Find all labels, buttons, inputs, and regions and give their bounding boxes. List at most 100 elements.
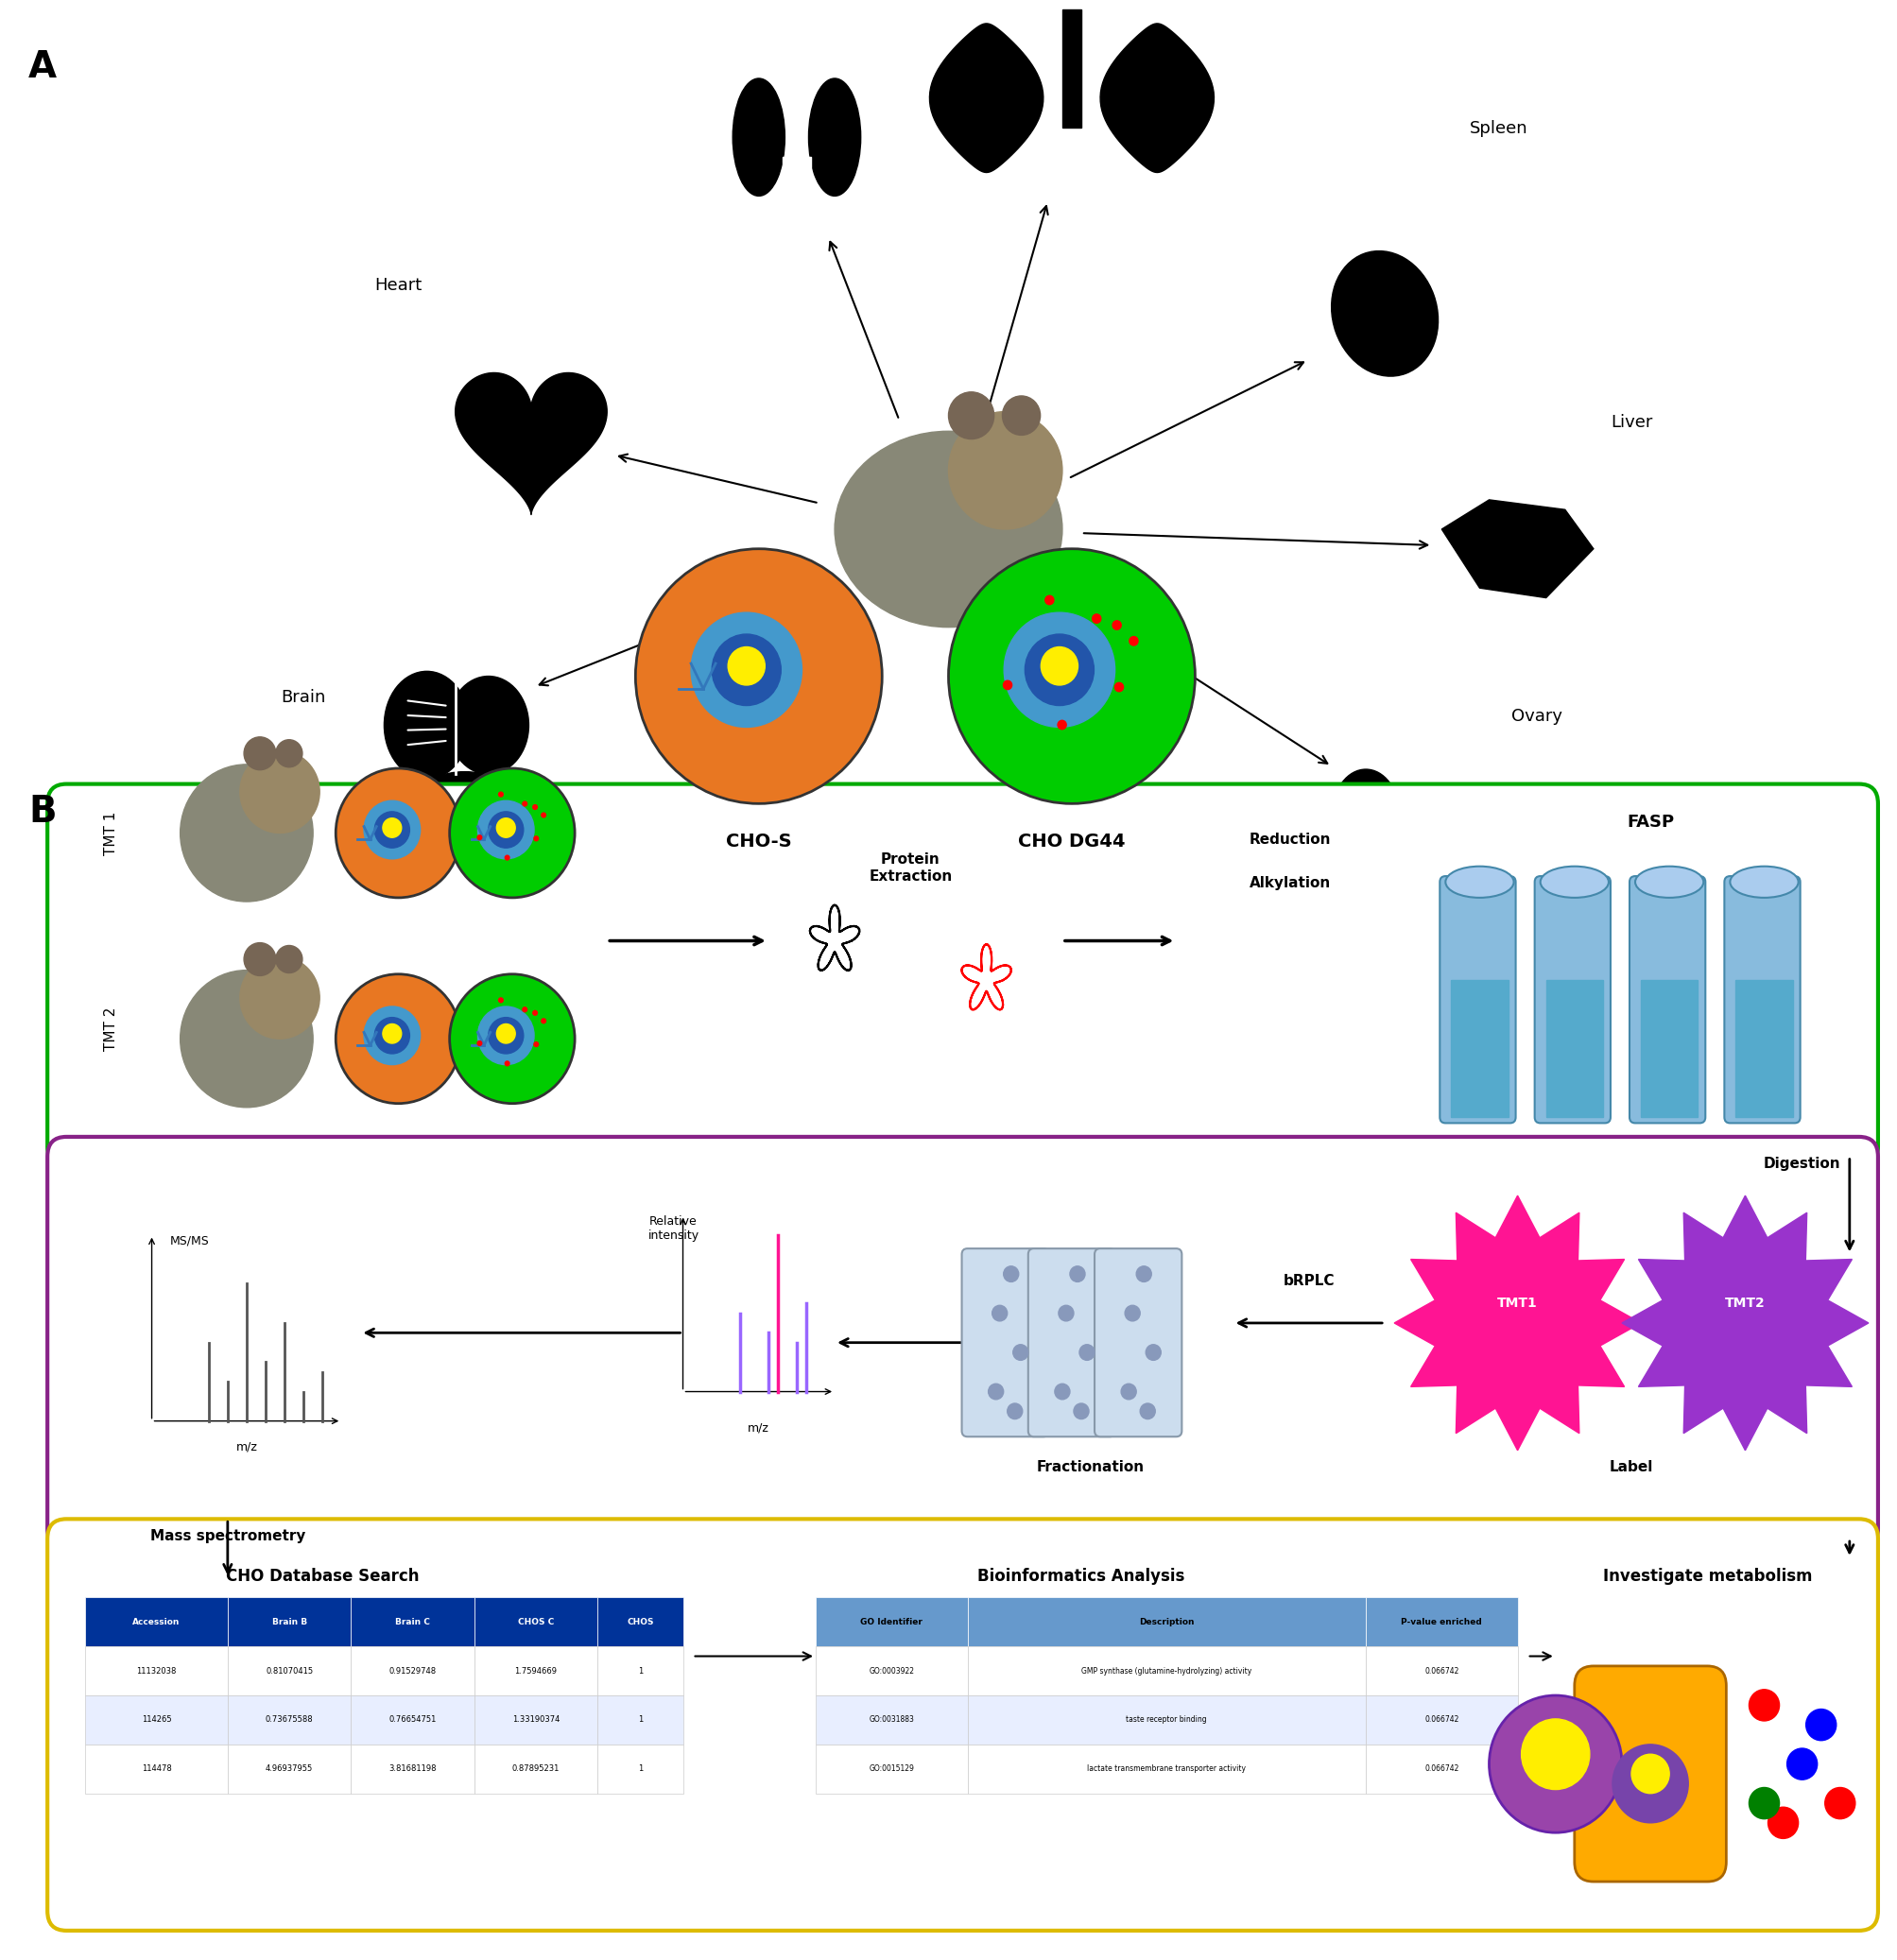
Text: 0.87895231: 0.87895231	[512, 1764, 560, 1774]
Bar	[474, 1646, 598, 1695]
Ellipse shape	[180, 764, 313, 902]
Text: Fractionation: Fractionation	[1038, 1460, 1144, 1474]
Bar	[228, 1695, 351, 1744]
Circle shape	[383, 1023, 402, 1043]
Text: GO:0015129: GO:0015129	[869, 1764, 914, 1774]
Ellipse shape	[732, 78, 785, 196]
Bar	[474, 1695, 598, 1744]
Circle shape	[1055, 1384, 1070, 1399]
Circle shape	[450, 974, 575, 1103]
Circle shape	[1045, 596, 1055, 604]
Text: CHO Database Search: CHO Database Search	[226, 1568, 419, 1586]
Text: Bioinformatics Analysis: Bioinformatics Analysis	[977, 1568, 1186, 1586]
Circle shape	[374, 811, 410, 849]
Circle shape	[245, 737, 275, 770]
Circle shape	[364, 1007, 421, 1064]
Circle shape	[1768, 1807, 1798, 1838]
Text: 1.33190374: 1.33190374	[512, 1715, 560, 1725]
Text: Brain C: Brain C	[395, 1617, 431, 1627]
Text: Brain: Brain	[281, 688, 326, 706]
Bar	[228, 1597, 351, 1646]
Text: GMP synthase (glutamine-hydrolyzing) activity: GMP synthase (glutamine-hydrolyzing) act…	[1081, 1666, 1252, 1676]
Text: TMT 1: TMT 1	[104, 811, 118, 855]
FancyBboxPatch shape	[1724, 876, 1800, 1123]
Polygon shape	[1394, 1196, 1641, 1450]
Circle shape	[478, 800, 535, 858]
Ellipse shape	[1635, 866, 1704, 898]
Circle shape	[522, 1007, 527, 1011]
Circle shape	[1806, 1709, 1836, 1740]
Bar	[474, 1597, 598, 1646]
Text: 11132038: 11132038	[137, 1666, 176, 1676]
Ellipse shape	[1730, 866, 1798, 898]
Text: Protein
Extraction: Protein Extraction	[869, 853, 952, 884]
Text: lactate transmembrane transporter activity: lactate transmembrane transporter activi…	[1087, 1764, 1246, 1774]
Circle shape	[1004, 680, 1011, 690]
Circle shape	[533, 806, 537, 809]
Circle shape	[505, 1060, 510, 1066]
Text: 0.76654751: 0.76654751	[389, 1715, 436, 1725]
FancyBboxPatch shape	[962, 1249, 1049, 1437]
Text: 4.96937955: 4.96937955	[266, 1764, 313, 1774]
Circle shape	[728, 647, 764, 686]
Bar	[967, 1695, 1366, 1744]
Circle shape	[948, 412, 1062, 529]
Circle shape	[1631, 1754, 1669, 1793]
Circle shape	[1129, 637, 1138, 645]
Circle shape	[711, 635, 782, 706]
Text: Digestion: Digestion	[1762, 1156, 1840, 1170]
Text: Relative
intensity: Relative intensity	[649, 1215, 698, 1243]
Ellipse shape	[383, 670, 469, 778]
Circle shape	[1749, 1690, 1779, 1721]
Bar	[598, 1695, 683, 1744]
FancyBboxPatch shape	[1095, 1249, 1182, 1437]
Circle shape	[1136, 1266, 1151, 1282]
Circle shape	[992, 1305, 1007, 1321]
Bar	[1451, 980, 1508, 1117]
Text: B: B	[28, 794, 57, 829]
Circle shape	[1115, 682, 1123, 692]
Text: m/z: m/z	[747, 1421, 770, 1433]
Text: 114478: 114478	[142, 1764, 171, 1774]
Circle shape	[1007, 1403, 1022, 1419]
Circle shape	[497, 1023, 516, 1043]
Circle shape	[533, 1011, 537, 1015]
Circle shape	[1093, 613, 1100, 623]
Text: Ovary: Ovary	[1512, 708, 1561, 725]
Text: 1: 1	[637, 1666, 643, 1676]
Bar	[1366, 1695, 1518, 1744]
Bar	[351, 1695, 474, 1744]
Circle shape	[364, 800, 421, 858]
Circle shape	[488, 811, 524, 849]
Text: 1: 1	[637, 1715, 643, 1725]
Circle shape	[522, 802, 527, 806]
Bar	[228, 1646, 351, 1695]
Ellipse shape	[835, 431, 1062, 627]
Text: CHO-S: CHO-S	[727, 833, 791, 851]
Bar	[228, 1744, 351, 1793]
Bar	[1641, 980, 1698, 1117]
Text: Liver: Liver	[1611, 414, 1652, 431]
Circle shape	[1004, 612, 1115, 727]
Text: Reduction: Reduction	[1248, 833, 1332, 847]
Bar	[816, 1597, 967, 1646]
Circle shape	[374, 1017, 410, 1054]
Circle shape	[1489, 1695, 1622, 1833]
Polygon shape	[930, 24, 1043, 172]
Ellipse shape	[180, 970, 313, 1107]
Ellipse shape	[1427, 798, 1476, 866]
Circle shape	[499, 792, 503, 796]
Circle shape	[1002, 396, 1040, 435]
Ellipse shape	[808, 78, 861, 196]
Bar	[1366, 1597, 1518, 1646]
Text: GO Identifier: GO Identifier	[861, 1617, 922, 1627]
Polygon shape	[1100, 24, 1214, 172]
Circle shape	[450, 768, 575, 898]
Polygon shape	[1622, 1196, 1869, 1450]
Text: 0.81070415: 0.81070415	[266, 1666, 313, 1676]
Text: GO:0031883: GO:0031883	[869, 1715, 914, 1725]
Circle shape	[1140, 1403, 1155, 1419]
Circle shape	[1059, 721, 1066, 729]
Circle shape	[239, 956, 319, 1039]
Circle shape	[478, 1007, 535, 1064]
